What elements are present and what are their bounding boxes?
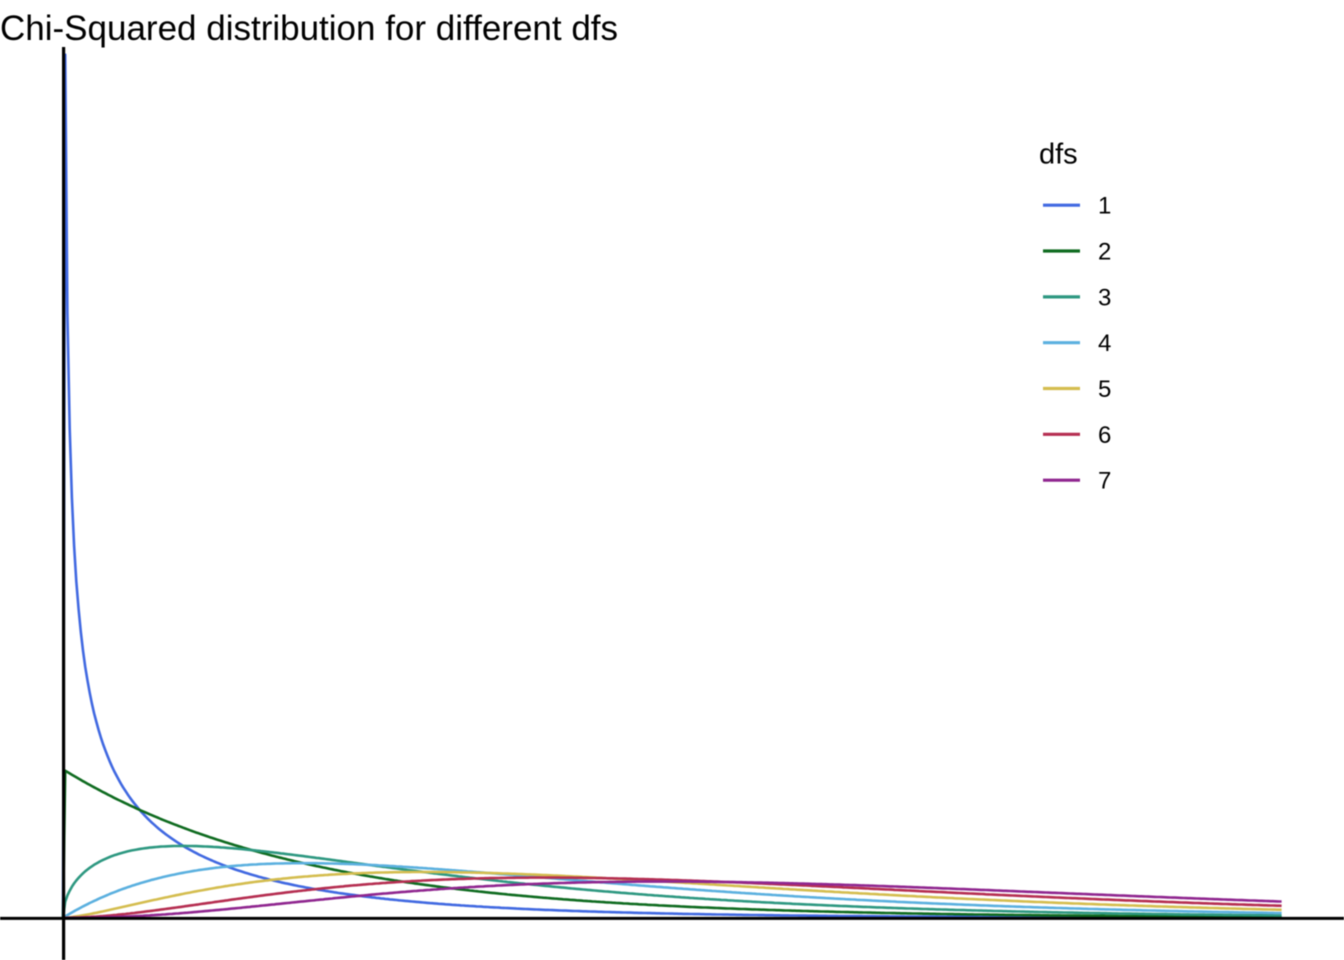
svg-text:1: 1 — [1098, 193, 1111, 220]
svg-text:Chi-Squared distribution for d: Chi-Squared distribution for different d… — [0, 9, 618, 48]
svg-text:4: 4 — [1098, 330, 1111, 357]
svg-text:2: 2 — [1098, 239, 1111, 266]
svg-text:7: 7 — [1098, 468, 1111, 495]
svg-text:3: 3 — [1098, 284, 1111, 311]
svg-text:dfs: dfs — [1039, 139, 1078, 171]
svg-text:5: 5 — [1098, 376, 1111, 403]
svg-text:6: 6 — [1098, 422, 1111, 449]
